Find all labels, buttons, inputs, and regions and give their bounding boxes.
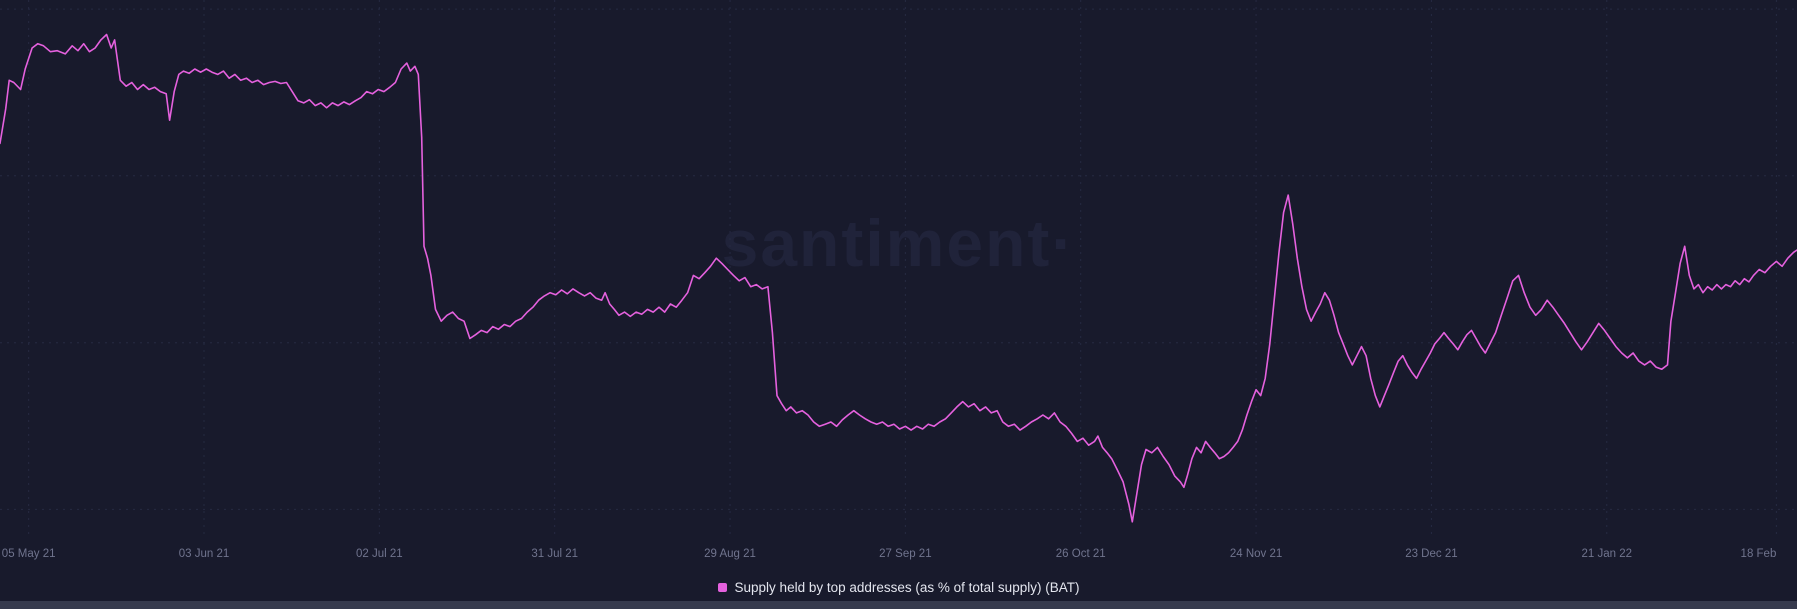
x-tick-label: 23 Dec 21 (1405, 548, 1457, 560)
legend-label[interactable]: Supply held by top addresses (as % of to… (734, 579, 1080, 595)
x-tick-label: 21 Jan 22 (1581, 548, 1632, 560)
x-tick-label: 03 Jun 21 (179, 548, 230, 560)
x-tick-label: 05 May 21 (2, 548, 56, 560)
footer-strip (0, 601, 1797, 609)
x-axis-labels: 05 May 21 03 Jun 21 02 Jul 21 31 Jul 21 29 A… (2, 548, 1777, 560)
legend: Supply held by top addresses (as % of to… (0, 577, 1797, 597)
legend-swatch[interactable] (717, 582, 727, 592)
series-line (0, 33, 1797, 523)
gridlines (0, 0, 1797, 539)
x-tick-label: 29 Aug 21 (704, 548, 756, 560)
x-tick-label: 27 Sep 21 (879, 548, 931, 560)
x-tick-label: 18 Feb (1741, 548, 1777, 560)
x-tick-label: 26 Oct 21 (1056, 548, 1106, 560)
line-chart[interactable]: 05 May 21 03 Jun 21 02 Jul 21 31 Jul 21 29 A… (0, 0, 1797, 565)
x-tick-label: 31 Jul 21 (531, 548, 578, 560)
x-tick-label: 24 Nov 21 (1230, 548, 1282, 560)
x-tick-label: 02 Jul 21 (356, 548, 403, 560)
